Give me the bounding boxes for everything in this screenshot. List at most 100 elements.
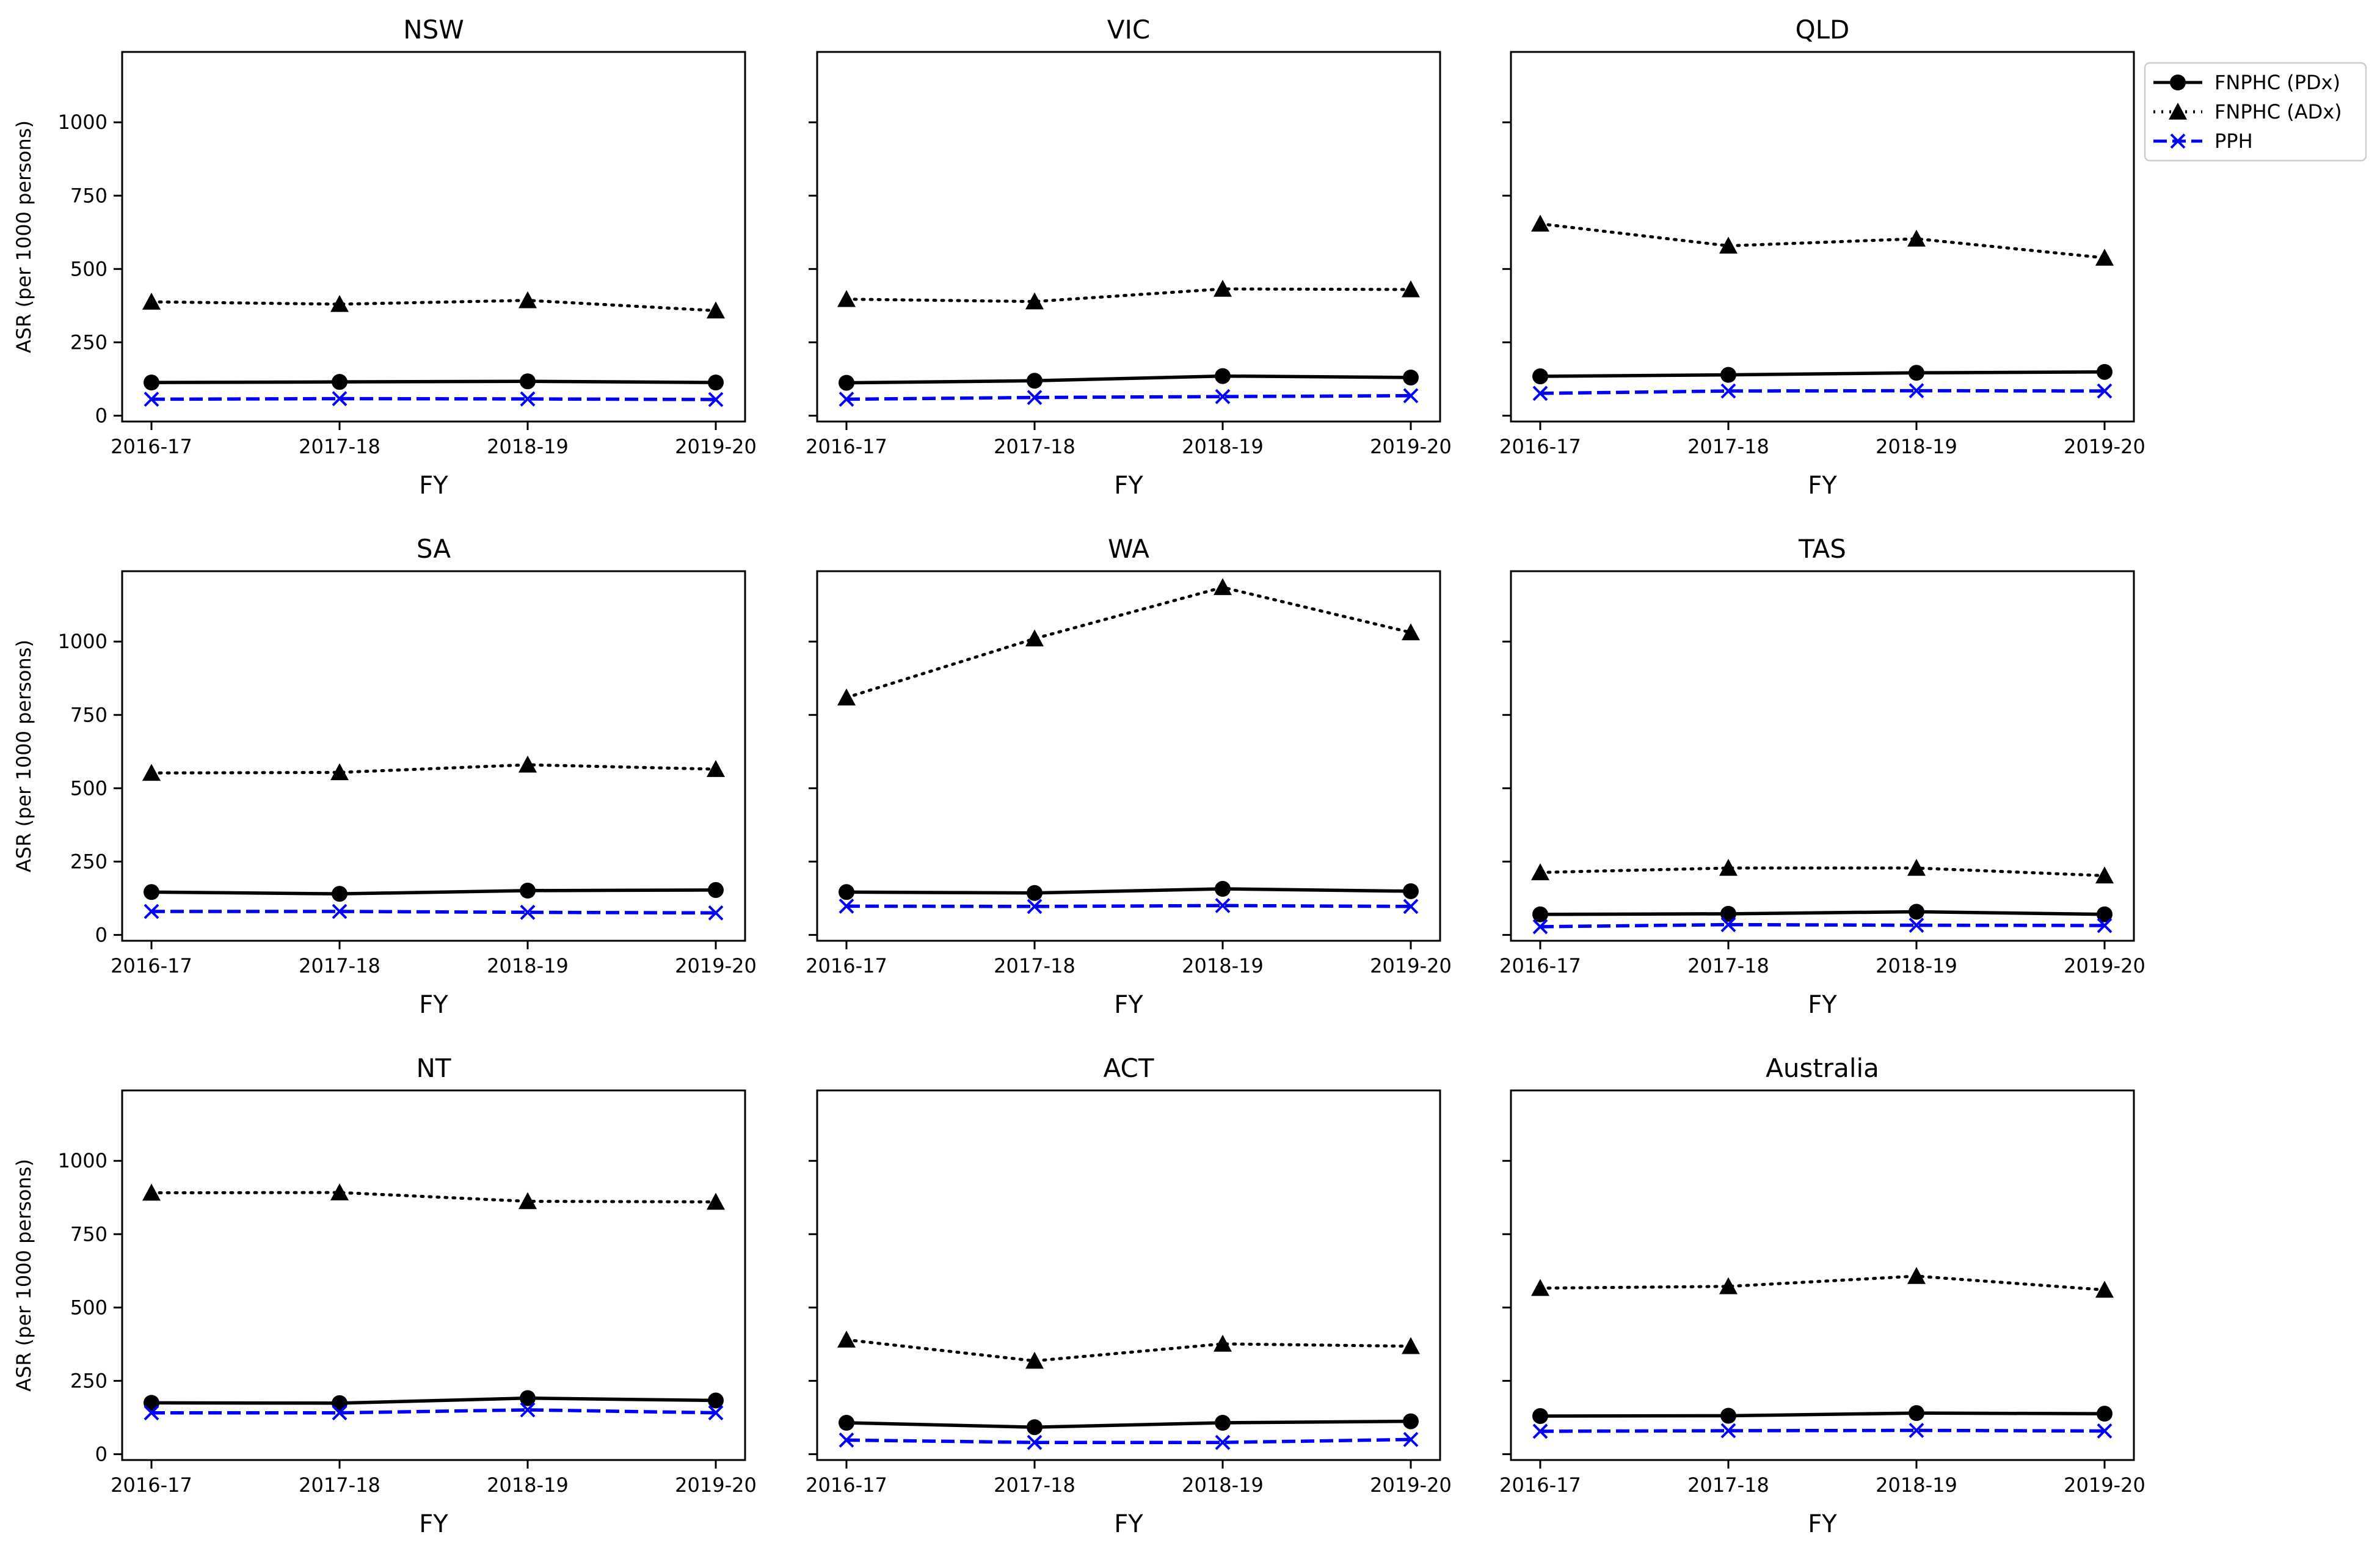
x-tick-label: 2019-20: [675, 954, 757, 977]
data-point: [332, 374, 348, 390]
series-line: [1540, 1411, 2105, 1418]
data-point: [1402, 1337, 1420, 1354]
data-point: [1907, 858, 1926, 876]
legend-marker: [2170, 133, 2186, 149]
series-fnphc-pdx: [839, 1413, 1419, 1436]
y-tick-label: 0: [95, 1442, 107, 1466]
data-point: [707, 760, 725, 777]
y-tick-label: 1000: [58, 1149, 107, 1172]
plot-frame: [816, 1089, 1441, 1461]
series-fnphc-adx: [837, 1331, 1420, 1369]
plot-frame: [1510, 1089, 2135, 1461]
panel-australia: Australia 2016-17 2017-18 2018-19 2019-20 FY: [1499, 1053, 2145, 1538]
panel-wa: WA 2016-17 2017-18 2018-19 2019-20 FY: [806, 534, 1452, 1019]
data-point: [1909, 365, 1924, 381]
series-pph: [144, 904, 724, 921]
data-point: [1027, 390, 1043, 406]
panel-title: NT: [416, 1053, 451, 1083]
series-line: [846, 374, 1411, 385]
panel-qld: QLD 2016-17 2017-18 2018-19 2019-20 FY: [1499, 15, 2145, 500]
legend: FNPHC (PDx) FNPHC (ADx) PPH: [2144, 62, 2367, 162]
data-point: [1719, 236, 1738, 254]
data-point: [1403, 899, 1419, 915]
series-line: [150, 299, 718, 312]
data-point: [1403, 883, 1419, 899]
x-tick-label: 2019-20: [2064, 954, 2145, 977]
y-tick-label: 250: [70, 1369, 107, 1392]
panel-title: SA: [417, 534, 451, 564]
series-line: [1538, 866, 2106, 877]
data-point: [519, 755, 537, 773]
data-point: [144, 904, 159, 919]
y-tick-label: 750: [70, 1222, 107, 1246]
x-tick-label: 2016-17: [1499, 954, 1581, 977]
data-point: [142, 293, 161, 310]
panel-vic: VIC 2016-17 2017-18 2018-19 2019-20 FY: [806, 15, 1452, 500]
x-tick-label: 2019-20: [675, 435, 757, 458]
series-fnphc-adx: [1531, 1266, 2114, 1298]
data-point: [707, 301, 725, 319]
data-point: [839, 898, 854, 914]
series-line: [151, 888, 716, 896]
data-point: [1907, 229, 1926, 247]
x-tick-label: 2019-20: [675, 1473, 757, 1497]
data-point: [520, 391, 536, 407]
plot-frame: [1510, 51, 2135, 423]
series-line: [150, 763, 718, 775]
series-fnphc-adx: [142, 755, 725, 781]
panel-title: QLD: [1796, 15, 1850, 45]
panel-title: ACT: [1104, 1053, 1154, 1083]
data-point: [1403, 1413, 1419, 1429]
data-point: [1909, 1423, 1924, 1438]
series-line: [1540, 370, 2105, 378]
series-line: [151, 1396, 716, 1405]
data-point: [839, 1415, 854, 1431]
data-point: [1532, 385, 1548, 401]
series-pph: [839, 388, 1419, 407]
data-point: [1027, 885, 1043, 901]
data-point: [1532, 906, 1548, 922]
data-point: [1403, 1431, 1419, 1447]
x-tick-label: 2018-19: [487, 954, 569, 977]
legend-label: FNPHC (PDx): [2214, 71, 2340, 94]
legend-marker: [2170, 75, 2186, 90]
x-tick-label: 2017-18: [299, 435, 380, 458]
series-line: [151, 396, 716, 401]
data-point: [1215, 897, 1231, 913]
x-tick-label: 2016-17: [111, 1473, 192, 1497]
y-axis-label: ASR (per 1000 persons): [12, 120, 35, 353]
data-point: [2097, 383, 2113, 399]
data-point: [1720, 917, 1736, 933]
data-point: [1215, 881, 1231, 897]
data-point: [708, 905, 724, 921]
data-point: [330, 1183, 349, 1200]
series-line: [151, 910, 716, 915]
series-fnphc-adx: [837, 578, 1420, 706]
series-pph: [839, 1431, 1419, 1450]
legend-entry-fnphc-adx: FNPHC (ADx): [2153, 100, 2342, 123]
data-point: [2095, 866, 2114, 884]
series-pph: [144, 1402, 724, 1421]
data-point: [1909, 904, 1924, 920]
data-point: [2095, 1280, 2114, 1298]
x-axis-label: FY: [1808, 991, 1837, 1019]
data-point: [1532, 919, 1548, 935]
x-tick-label: 2016-17: [1499, 435, 1581, 458]
data-point: [520, 882, 536, 899]
y-tick-label: 750: [70, 703, 107, 726]
data-point: [142, 764, 161, 781]
plot-frame: [121, 570, 746, 942]
data-point: [1027, 899, 1043, 915]
series-line: [846, 1419, 1411, 1429]
plot-frame: [816, 51, 1441, 423]
x-axis-label: FY: [1114, 1510, 1143, 1538]
series-line: [151, 1408, 716, 1415]
x-tick-label: 2018-19: [1182, 435, 1264, 458]
data-point: [708, 882, 724, 898]
legend-label: PPH: [2214, 130, 2253, 153]
series-line: [845, 1338, 1413, 1363]
data-point: [837, 688, 856, 706]
x-tick-label: 2018-19: [487, 1473, 569, 1497]
data-point: [519, 1192, 537, 1210]
